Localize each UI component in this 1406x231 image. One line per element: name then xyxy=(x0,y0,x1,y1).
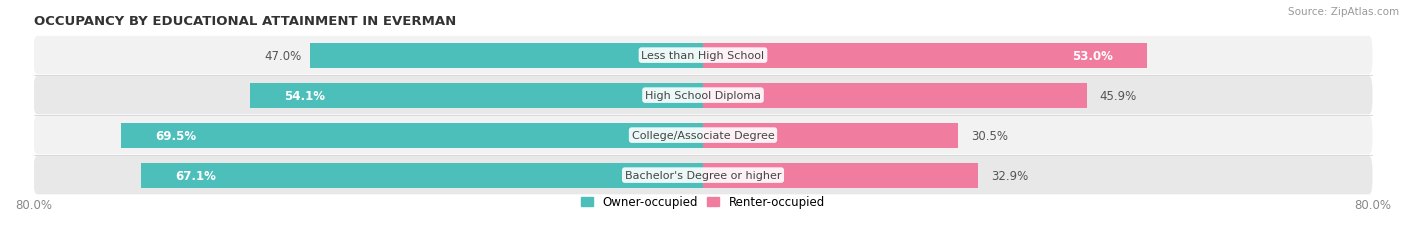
Text: 32.9%: 32.9% xyxy=(991,169,1028,182)
Text: High School Diploma: High School Diploma xyxy=(645,91,761,101)
Bar xyxy=(250,83,703,108)
FancyBboxPatch shape xyxy=(34,37,1372,75)
Text: 69.5%: 69.5% xyxy=(155,129,195,142)
Text: 30.5%: 30.5% xyxy=(970,129,1008,142)
Text: 67.1%: 67.1% xyxy=(174,169,215,182)
Bar xyxy=(703,83,1087,108)
Text: 53.0%: 53.0% xyxy=(1073,49,1114,62)
Bar xyxy=(309,43,703,68)
FancyBboxPatch shape xyxy=(34,156,1372,195)
Bar xyxy=(703,163,979,188)
Text: 47.0%: 47.0% xyxy=(264,49,301,62)
FancyBboxPatch shape xyxy=(34,116,1372,155)
Text: 54.1%: 54.1% xyxy=(284,89,325,102)
Text: Source: ZipAtlas.com: Source: ZipAtlas.com xyxy=(1288,7,1399,17)
Bar xyxy=(121,123,703,148)
Text: College/Associate Degree: College/Associate Degree xyxy=(631,131,775,140)
Legend: Owner-occupied, Renter-occupied: Owner-occupied, Renter-occupied xyxy=(576,191,830,213)
FancyBboxPatch shape xyxy=(34,77,1372,115)
Text: Bachelor's Degree or higher: Bachelor's Degree or higher xyxy=(624,170,782,180)
Text: 45.9%: 45.9% xyxy=(1099,89,1137,102)
Text: Less than High School: Less than High School xyxy=(641,51,765,61)
Bar xyxy=(703,123,959,148)
Bar xyxy=(142,163,703,188)
Text: OCCUPANCY BY EDUCATIONAL ATTAINMENT IN EVERMAN: OCCUPANCY BY EDUCATIONAL ATTAINMENT IN E… xyxy=(34,15,456,28)
Bar xyxy=(703,43,1146,68)
